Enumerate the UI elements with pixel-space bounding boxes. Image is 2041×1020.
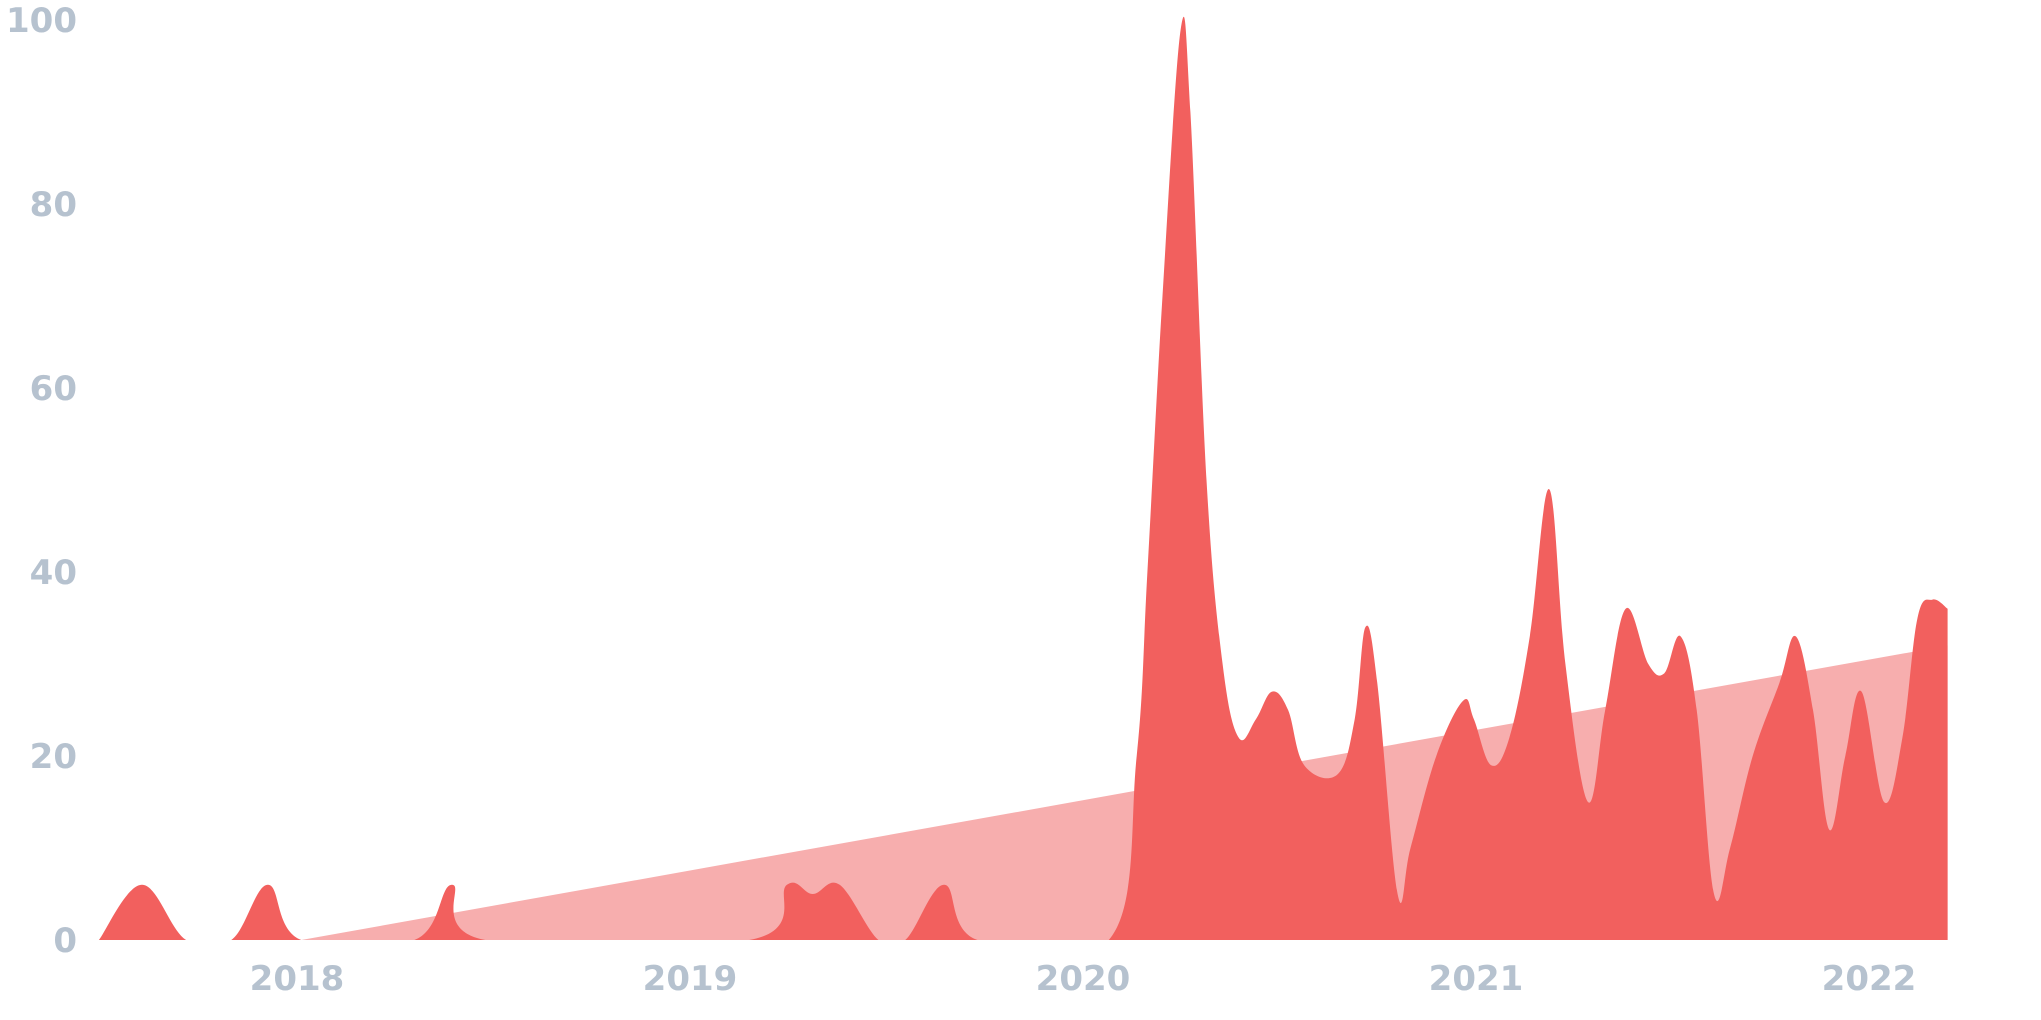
y-tick-label: 60 bbox=[30, 369, 77, 409]
x-tick-label: 2018 bbox=[250, 959, 345, 999]
y-axis: 0 20 40 60 80 100 bbox=[6, 1, 77, 961]
x-axis: 2018 2019 2020 2021 2022 bbox=[250, 959, 1917, 999]
x-tick-label: 2019 bbox=[643, 959, 738, 999]
series-area bbox=[98, 16, 1948, 941]
y-tick-label: 40 bbox=[30, 553, 77, 593]
x-tick-label: 2022 bbox=[1822, 959, 1917, 999]
y-tick-label: 0 bbox=[53, 921, 77, 961]
x-tick-label: 2020 bbox=[1036, 959, 1131, 999]
y-tick-label: 80 bbox=[30, 185, 77, 225]
y-tick-label: 20 bbox=[30, 737, 77, 777]
x-tick-label: 2021 bbox=[1429, 959, 1524, 999]
y-tick-label: 100 bbox=[6, 1, 77, 41]
series-layer bbox=[98, 16, 1948, 941]
